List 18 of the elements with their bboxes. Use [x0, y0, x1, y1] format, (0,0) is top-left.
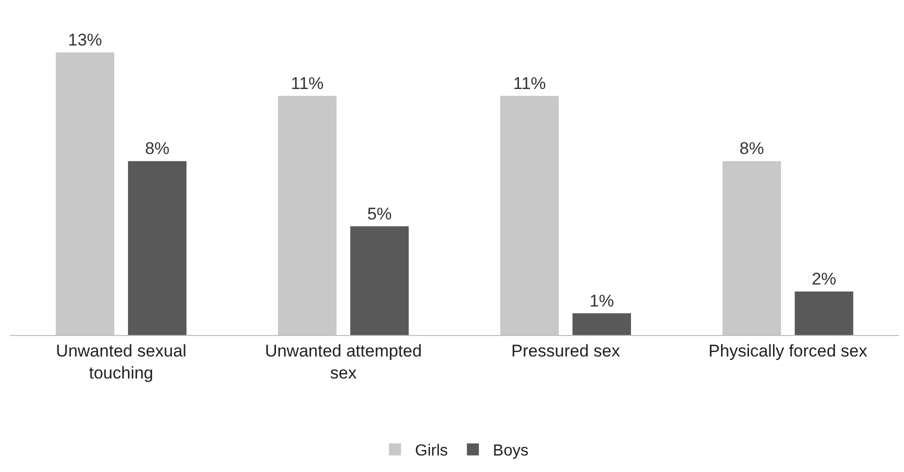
legend-label: Girls: [415, 442, 448, 460]
x-tick-label: Unwanted sexual touching: [56, 341, 186, 382]
bar: [572, 313, 631, 335]
x-tick-label: Unwanted attempted sex: [264, 341, 422, 382]
data-label: 11%: [513, 74, 546, 93]
x-tick-label: Pressured sex: [511, 341, 620, 360]
data-label: 13%: [68, 30, 102, 50]
legend-label: Boys: [492, 442, 528, 460]
bar: [350, 226, 409, 335]
data-label: 1%: [589, 291, 614, 310]
data-label: 8%: [739, 139, 764, 158]
bar: [794, 292, 854, 335]
data-label: 5%: [367, 204, 392, 224]
bar: [128, 161, 186, 335]
data-label: 11%: [290, 74, 324, 93]
data-label: 2%: [812, 270, 836, 289]
data-label: 8%: [144, 139, 170, 158]
x-tick-label: Physically forced sex: [708, 341, 868, 360]
